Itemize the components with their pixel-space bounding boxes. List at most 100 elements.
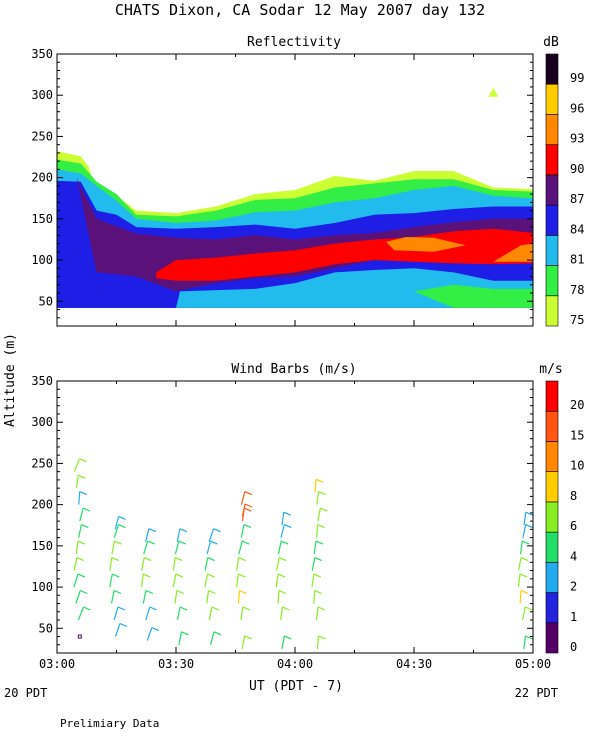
reflectivity-x-ticks [56,54,534,326]
wind-barb [281,512,285,526]
wind-barb-flag [522,540,530,545]
wind-barb [316,524,319,538]
wind-barb-flag [317,524,325,529]
wind-barb [176,528,181,542]
wind-barb [236,557,240,571]
wind-barb [519,590,522,604]
wind-barb [280,606,283,621]
wind-barb [109,557,113,571]
wind-barb [522,524,527,538]
y-tick-label: 300 [31,415,53,429]
wind-barb-flag [242,606,251,611]
wind-barb [206,540,212,555]
wind-barb [238,540,243,555]
wind-barb [210,631,215,645]
wind-barb-flag [244,503,253,508]
wind-barb [208,606,213,621]
wind-calm-marker [77,634,82,639]
y-tick-label: 50 [39,294,53,308]
wind-barb-flag [284,635,292,640]
colorbar-label: 87 [570,192,584,206]
colorbar-segment [545,592,559,624]
wind-barb [519,541,523,555]
wind-barb-flag [114,540,122,545]
wind-barb-flag [145,589,154,595]
wind-barb-flag [143,557,152,562]
wind-barb [172,557,176,571]
wind-barb-flag [181,631,189,636]
colorbar-segment [545,53,559,85]
wind-barb-flag [147,540,155,545]
wind-barb-flag [277,573,286,578]
colorbar-segment [545,174,559,206]
preliminary-data-note: Prelimiary Data [60,717,159,730]
y-tick-label: 150 [31,539,53,553]
wind-barb [204,573,209,588]
colorbar-label: 81 [570,253,584,267]
wind-barb-flag [151,627,160,632]
wind-barb-flag [282,606,290,611]
colorbar-label: 8 [570,489,577,503]
wind-barb-flag [243,524,252,529]
reflectivity-y-axis: 50 100 150 200 250 300 350 [31,47,533,319]
wind-colorbar-unit: m/s [539,362,562,377]
wind-barb-flag [81,524,89,529]
wind-barb-flag [278,589,287,595]
colorbar-segment [545,144,559,176]
y-tick-label: 100 [31,580,53,594]
wind-frame [56,380,534,654]
wind-barb-flag [278,557,287,562]
wind-barb [315,606,319,621]
wind-barb-flag [244,635,252,640]
y-tick-label: 150 [31,212,53,226]
wind-barb [176,606,181,621]
wind-barb [311,574,315,588]
wind-barb-flag [525,635,533,640]
wind-barb [174,590,178,604]
wind-barb-flag [213,528,221,533]
wind-barb [75,541,79,555]
x-axis-label: UT (PDT - 7) [249,679,343,694]
figure-title: CHATS Dixon, CA Sodar 12 May 2007 day 13… [115,1,485,19]
y-tick-label: 300 [31,88,53,102]
wind-barb [174,540,180,555]
wind-barb-flag [213,631,222,636]
wind-barb-flag [320,507,328,512]
wind-barb-flag [317,606,326,611]
wind-barb [237,590,240,604]
wind-barb-flag [113,589,122,595]
wind-barb-flag [314,557,323,562]
wind-barb [316,635,319,649]
wind-barb [517,557,522,571]
wind-x-axis: 03:00 03:30 04:00 04:30 05:00 [39,381,551,671]
wind-barb [314,479,317,493]
y-tick-label: 250 [31,456,53,470]
wind-barb [316,491,320,505]
colorbar-label: 1 [570,610,577,624]
wind-barb [241,635,246,650]
colorbar-segment [545,204,559,236]
wind-barb-flag [207,573,215,578]
colorbar-label: 4 [570,549,577,563]
y-tick-label: 200 [31,171,53,185]
wind-barb [277,540,282,555]
wind-barb-flag [178,540,187,545]
wind-barb [78,491,81,505]
wind-barb-flag [239,589,247,595]
wind-barb-flag [76,557,85,562]
x-tick-label: 04:00 [277,657,313,671]
wind-barb [178,631,183,645]
wind-barb-flag [149,606,158,611]
colorbar-segment [545,622,559,654]
wind-barb [114,623,121,637]
wind-barb [241,508,245,522]
x-axis-start-date: 20 PDT [4,686,47,700]
wind-barb [75,590,81,604]
reflectivity-patch-93 [386,237,466,252]
wind-barb [79,507,84,522]
x-tick-label: 04:30 [396,657,432,671]
wind-barb [73,458,80,472]
wind-barb-flag [117,606,126,611]
colorbar-label: 2 [570,580,577,594]
wind-colorbar: 0 1 2 4 6 8 10 15 20 [545,380,584,654]
